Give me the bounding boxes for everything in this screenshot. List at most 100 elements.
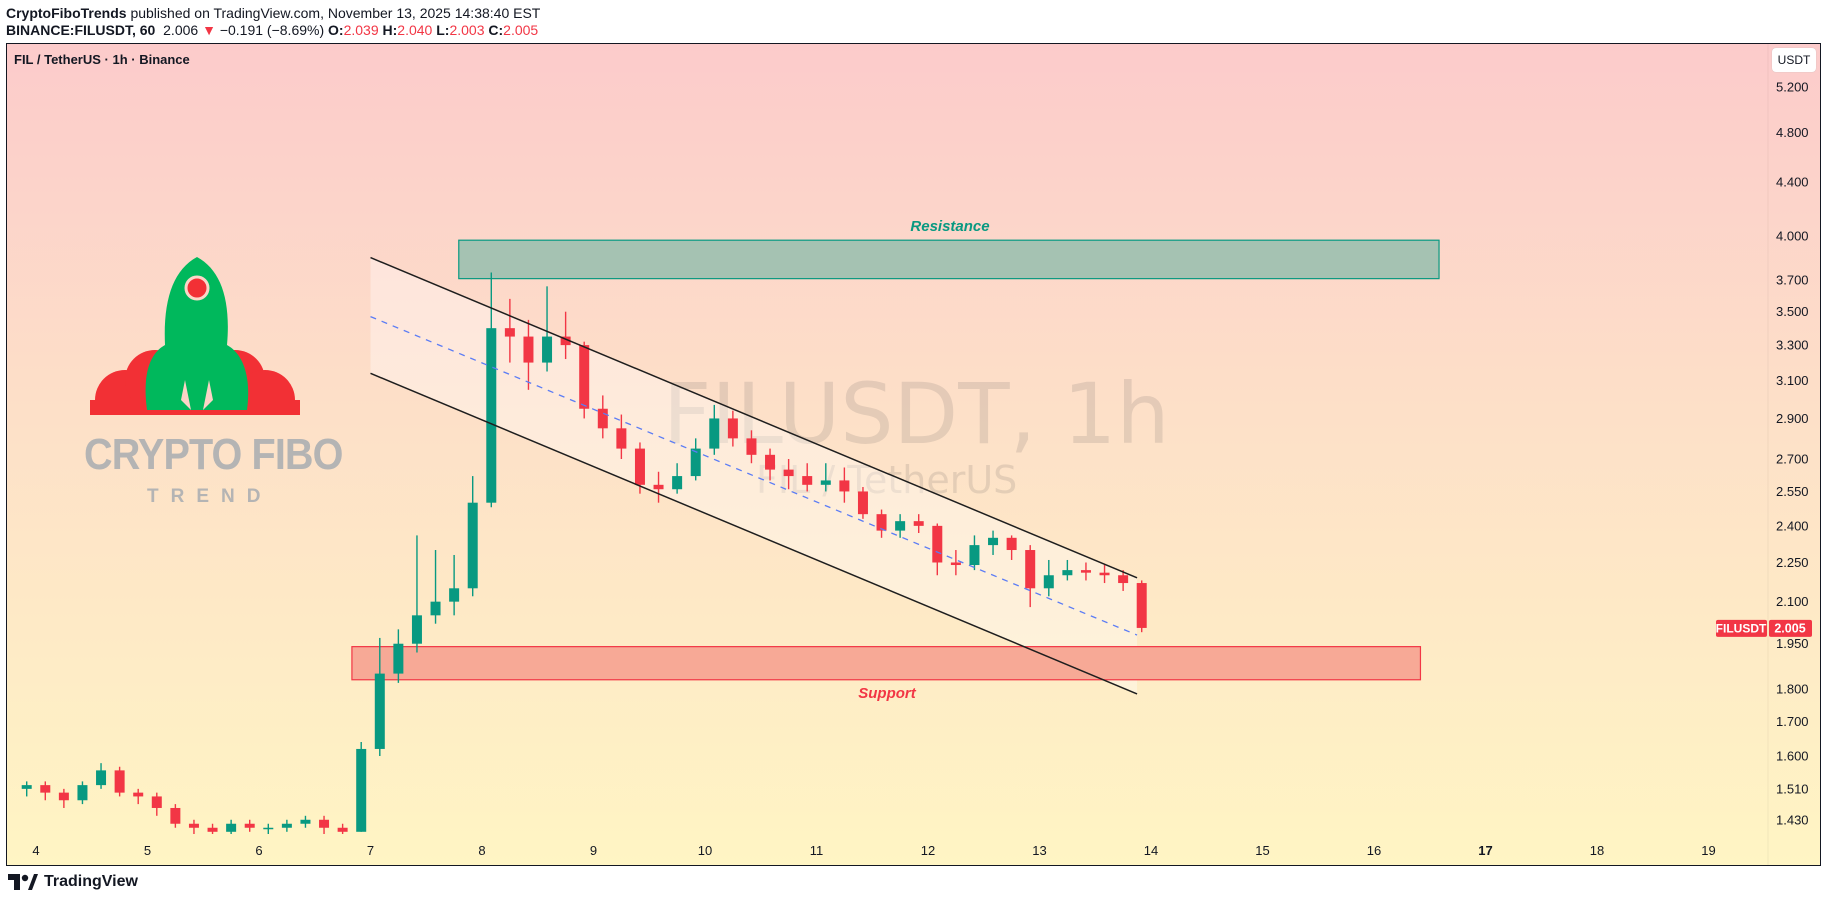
time-tick-label: 10 (698, 843, 712, 858)
close-value: 2.005 (503, 22, 539, 38)
candle-body (839, 480, 850, 492)
time-tick-label: 17 (1478, 843, 1492, 858)
candle-body (77, 785, 88, 801)
price-tick-label: 2.550 (1776, 484, 1809, 499)
low-label: L: (436, 22, 450, 38)
candle-body (1136, 583, 1147, 628)
tradingview-footer[interactable]: TradingView (8, 873, 138, 891)
candle-body (802, 476, 813, 485)
candle-body (114, 770, 125, 793)
candle-body (58, 792, 69, 801)
price-tick-label: 2.100 (1776, 594, 1809, 609)
open-label: O: (328, 22, 344, 38)
last-price-value-tag (1769, 619, 1812, 637)
candle-body (876, 514, 887, 531)
low-value: 2.003 (449, 22, 485, 38)
candle-body (560, 336, 571, 346)
candle-body (151, 796, 162, 808)
candle-body (21, 785, 32, 789)
author-name[interactable]: CryptoFiboTrends (6, 5, 127, 21)
candle-body (188, 823, 199, 828)
candle-body (950, 562, 961, 566)
candle-body (969, 545, 980, 566)
candle-body (542, 336, 553, 363)
time-tick-label: 11 (810, 843, 824, 858)
publish-info: CryptoFiboTrends published on TradingVie… (6, 5, 540, 21)
chart-title: FIL / TetherUS · 1h · Binance (14, 52, 190, 67)
candle-body (634, 448, 645, 485)
candle-body (430, 601, 441, 616)
change-value: −0.191 (−8.69%) (219, 22, 325, 38)
candle-body (96, 770, 107, 786)
tradingview-brand: TradingView (44, 873, 138, 890)
price-tick-label: 3.700 (1776, 273, 1809, 288)
channel-upper-line (370, 256, 1138, 579)
candle-body (486, 328, 497, 503)
candle-body (1080, 570, 1091, 573)
support-zone (351, 646, 1422, 681)
price-tick-label: 3.500 (1776, 304, 1809, 319)
candle-body (616, 428, 627, 449)
candle-body (523, 336, 534, 363)
price-tick-label: 1.950 (1776, 636, 1809, 651)
tradingview-logo-icon (8, 874, 38, 890)
candle-body (895, 521, 906, 531)
candle-body (1118, 575, 1129, 584)
time-tick-label: 12 (921, 843, 935, 858)
candle-body (133, 792, 144, 797)
candle-body (653, 484, 664, 490)
candle-body (690, 448, 701, 477)
candle-body (207, 827, 218, 832)
open-value: 2.039 (343, 22, 379, 38)
candle-body (765, 454, 776, 470)
time-tick-label: 16 (1367, 843, 1381, 858)
price-tick-label: 4.400 (1776, 174, 1809, 189)
candle-body (504, 328, 515, 337)
candle-body (913, 521, 924, 526)
currency-button[interactable]: USDT (1772, 48, 1816, 72)
candle-body (170, 807, 181, 824)
time-tick-label: 5 (144, 843, 151, 858)
candle-body (393, 643, 404, 674)
candle-body (709, 418, 720, 449)
price-tick-label: 2.700 (1776, 452, 1809, 467)
candle-body (783, 469, 794, 477)
published-text: published on TradingView.com, November 1… (130, 5, 541, 21)
chart-frame[interactable] (6, 43, 1821, 866)
candle-body (40, 785, 51, 793)
candle-body (411, 615, 422, 644)
time-tick-label: 18 (1590, 843, 1604, 858)
support-label: Support (858, 685, 916, 702)
last-price-value: 2.005 (1774, 621, 1805, 635)
time-tick-label: 7 (367, 843, 374, 858)
last-price-symbol: FILUSDT (1716, 621, 1767, 635)
price-tick-label: 1.700 (1776, 714, 1809, 729)
price-tick-label: 4.800 (1776, 125, 1809, 140)
candle-body (244, 823, 255, 828)
candle-body (356, 748, 367, 832)
candle-body (449, 588, 460, 602)
candle-body (988, 537, 999, 546)
candle-body (337, 827, 348, 832)
logo-text-main: CRYPTO FIBO (84, 430, 343, 479)
price-tick-label: 2.400 (1776, 518, 1809, 533)
candle-body (300, 819, 311, 824)
time-tick-label: 14 (1144, 843, 1158, 858)
price-tick-label: 5.200 (1776, 80, 1809, 95)
candle-body (820, 480, 831, 485)
time-tick-label: 4 (32, 843, 39, 858)
watermark-description: FIL / TetherUS (756, 458, 1017, 502)
price-tick-label: 2.900 (1776, 411, 1809, 426)
candle-body (1043, 575, 1054, 589)
symbol-info: BINANCE:FILUSDT, 60 2.006 ▼ −0.191 (−8.6… (6, 22, 538, 38)
candle-body (226, 823, 237, 832)
candle-body (281, 823, 292, 828)
candle-body (597, 408, 608, 429)
candle-body (746, 438, 757, 455)
price-tick-label: 1.510 (1776, 781, 1809, 796)
price-tick-label: 2.250 (1776, 555, 1809, 570)
channel-lower-line (370, 372, 1138, 695)
price-tick-label: 1.600 (1776, 749, 1809, 764)
time-tick-label: 6 (255, 843, 262, 858)
